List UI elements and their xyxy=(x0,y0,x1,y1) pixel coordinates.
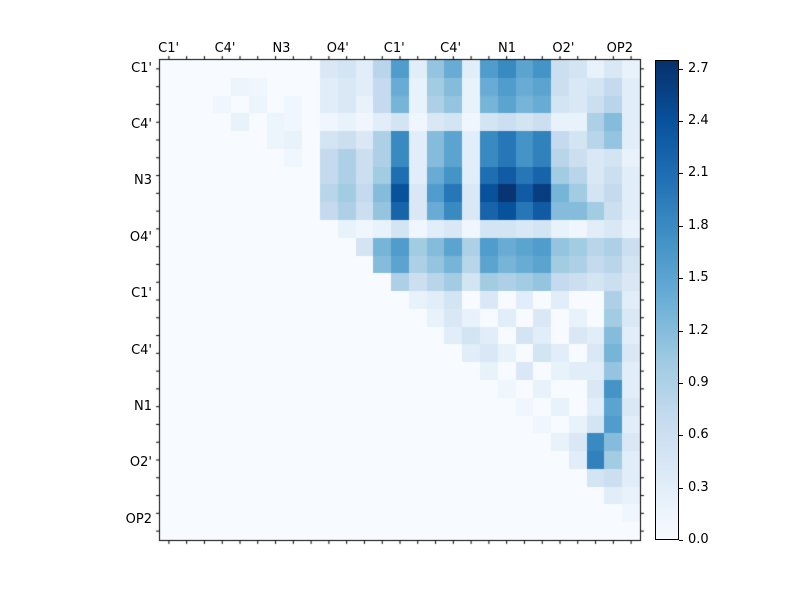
colorbar-tick xyxy=(679,487,683,489)
y-tick-label-5: C4' xyxy=(131,342,152,358)
y-tick-label-2: N3 xyxy=(134,173,152,189)
y-tick-label-8: OP2 xyxy=(125,511,152,527)
x-tick-label-7: O2' xyxy=(552,41,575,56)
colorbar-tick-label-5: 1.5 xyxy=(688,270,709,286)
colorbar-tick-label-9: 2.7 xyxy=(688,60,709,76)
colorbar-tick xyxy=(679,121,683,123)
x-tick-label-3: O4' xyxy=(326,41,349,56)
colorbar-tick-label-2: 0.6 xyxy=(688,427,709,443)
colorbar-tick-label-1: 0.3 xyxy=(688,479,709,495)
x-tick-label-1: C4' xyxy=(214,41,236,56)
y-tick-label-6: N1 xyxy=(134,399,152,415)
x-tick-label-2: N3 xyxy=(272,41,291,56)
colorbar-tick xyxy=(679,225,683,227)
colorbar-tick xyxy=(679,278,683,280)
y-tick-label-7: O2' xyxy=(129,455,152,471)
x-tick-label-0: C1' xyxy=(158,41,180,56)
y-tick-label-0: C1' xyxy=(131,60,152,76)
colorbar-tick xyxy=(679,330,683,332)
colorbar-tick xyxy=(679,540,683,541)
colorbar-tick xyxy=(679,382,683,384)
x-tick-label-4: C1' xyxy=(383,41,405,56)
x-tick-label-6: N1 xyxy=(498,41,517,56)
x-tick-label-8: OP2 xyxy=(606,41,633,56)
colorbar-tick-label-6: 1.8 xyxy=(688,217,709,233)
colorbar-tick-label-4: 1.2 xyxy=(688,322,709,338)
colorbar-tick xyxy=(679,68,683,70)
colorbar-gradient xyxy=(655,60,679,540)
y-tick-label-3: O4' xyxy=(129,229,152,245)
colorbar-tick-label-3: 0.9 xyxy=(688,374,709,390)
colorbar-tick xyxy=(679,435,683,437)
x-tick-label-5: C4' xyxy=(440,41,462,56)
y-tick-label-1: C4' xyxy=(131,117,152,133)
colorbar-tick-label-0: 0.0 xyxy=(688,532,709,547)
colorbar-tick-label-8: 2.4 xyxy=(688,113,709,129)
y-tick-label-4: C1' xyxy=(131,286,152,302)
colorbar-tick-label-7: 2.1 xyxy=(688,165,709,181)
colorbar-tick xyxy=(679,173,683,175)
